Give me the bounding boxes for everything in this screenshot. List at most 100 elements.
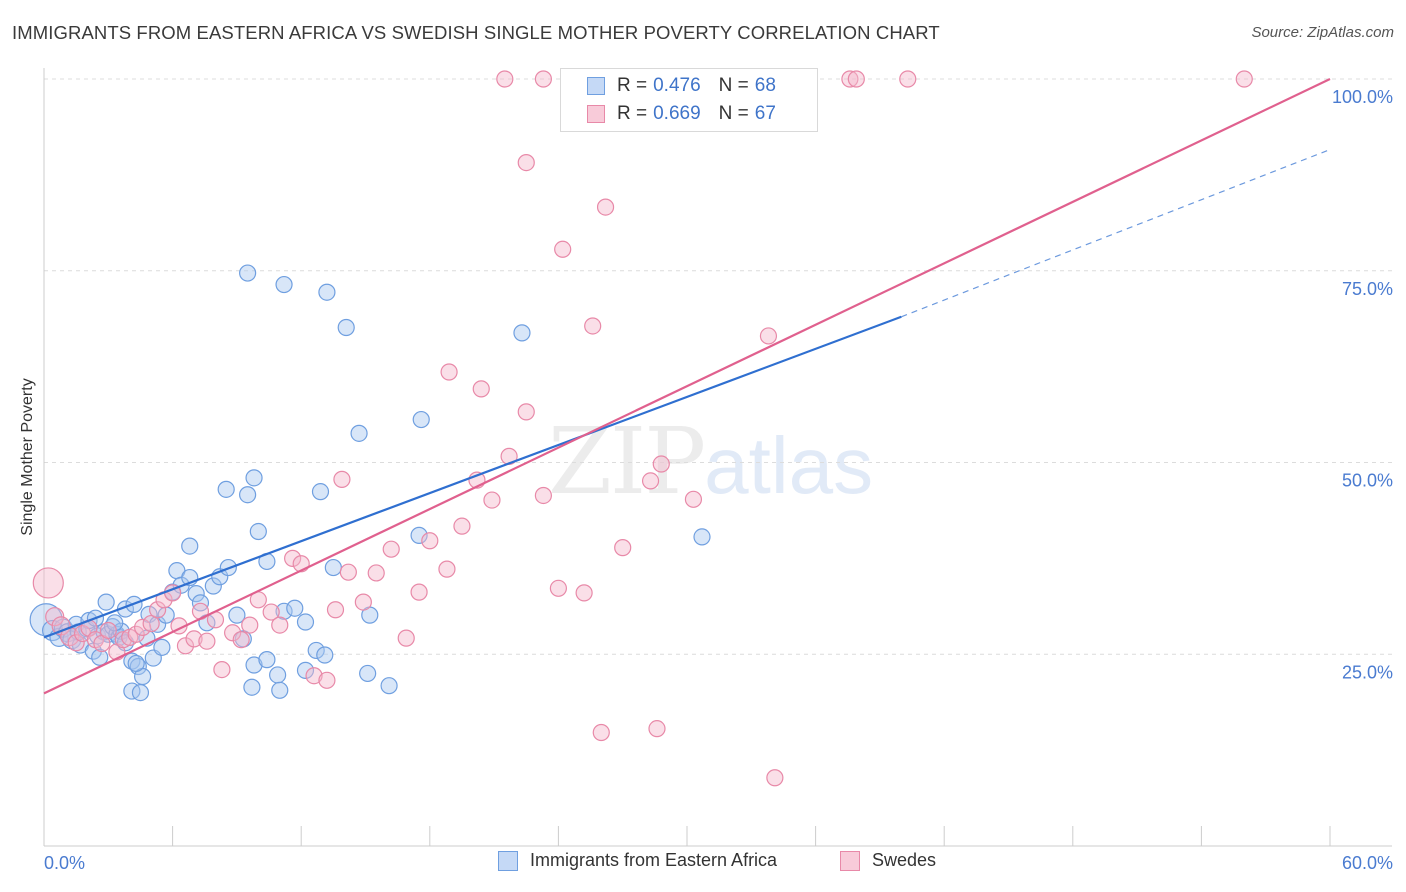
legend-swatch-pink xyxy=(587,105,605,123)
y-tick-label: 25.0% xyxy=(1342,662,1393,682)
data-point xyxy=(286,599,304,617)
data-point xyxy=(262,603,280,621)
data-point xyxy=(311,483,330,501)
data-point xyxy=(841,70,859,88)
data-point xyxy=(91,648,109,666)
grid-lines xyxy=(44,78,1392,655)
series-swedes-points xyxy=(32,70,1253,787)
data-point xyxy=(339,563,357,581)
data-point xyxy=(380,677,398,695)
data-point xyxy=(1235,70,1253,88)
data-point xyxy=(181,537,199,555)
data-point xyxy=(367,564,385,582)
legend-label-immigrants: Immigrants from Eastern Africa xyxy=(530,850,778,870)
data-point xyxy=(148,601,167,619)
data-point xyxy=(249,522,267,541)
data-point xyxy=(129,657,147,676)
data-point xyxy=(131,683,150,702)
data-point xyxy=(496,70,514,88)
data-point xyxy=(410,526,428,544)
data-point xyxy=(275,602,293,620)
trend-line-immigrants-extension xyxy=(901,149,1331,318)
data-point xyxy=(318,283,336,301)
data-point xyxy=(187,585,205,603)
y-tick-label: 100.0% xyxy=(1332,87,1393,107)
data-point xyxy=(584,317,602,335)
axes xyxy=(43,68,1392,847)
data-point xyxy=(271,616,289,634)
data-point xyxy=(575,584,593,602)
legend-r-value: 0.669 xyxy=(653,103,701,124)
legend-row-swedes: R = 0.669 N = 67 xyxy=(587,101,776,127)
data-point xyxy=(517,403,535,421)
data-point xyxy=(275,275,293,294)
data-point xyxy=(316,646,334,664)
data-point xyxy=(326,601,345,619)
data-point xyxy=(217,480,235,498)
data-point xyxy=(176,637,195,655)
data-point xyxy=(693,528,711,546)
data-point xyxy=(239,486,257,504)
data-point xyxy=(67,634,85,652)
source-credit: Source: ZipAtlas.com xyxy=(1251,24,1394,41)
trend-lines xyxy=(43,78,1331,695)
data-point xyxy=(258,651,276,669)
data-point xyxy=(641,472,660,490)
data-point xyxy=(32,567,64,599)
data-point xyxy=(596,198,615,216)
data-point xyxy=(133,618,152,637)
chart-title: IMMIGRANTS FROM EASTERN AFRICA VS SWEDIS… xyxy=(12,22,940,43)
y-tick-label: 50.0% xyxy=(1342,471,1393,491)
legend-r-label: R = xyxy=(617,75,648,96)
data-point xyxy=(245,469,263,487)
data-point xyxy=(204,577,222,595)
data-point xyxy=(592,723,610,742)
data-point xyxy=(333,470,351,488)
y-tick-label: 75.0% xyxy=(1342,279,1393,299)
legend-r-value: 0.476 xyxy=(653,75,701,96)
data-point xyxy=(438,560,456,578)
data-point xyxy=(453,517,471,535)
data-point xyxy=(142,614,160,633)
data-point xyxy=(652,455,670,473)
data-point xyxy=(232,631,250,649)
data-point xyxy=(534,486,552,505)
data-point xyxy=(517,154,535,172)
correlation-legend: R = 0.476 N = 68 R = 0.669 N = 67 xyxy=(560,68,818,132)
data-point xyxy=(318,671,336,689)
legend-label-swedes: Swedes xyxy=(872,850,937,870)
x-tick-label: 60.0% xyxy=(1342,853,1393,873)
data-point xyxy=(648,720,666,738)
data-point xyxy=(239,264,257,282)
data-point xyxy=(153,638,171,656)
data-point xyxy=(412,410,430,429)
data-point xyxy=(296,613,315,631)
legend-row-immigrants: R = 0.476 N = 68 xyxy=(587,73,776,99)
data-point xyxy=(534,70,552,88)
data-point xyxy=(513,324,531,342)
data-point xyxy=(245,656,263,674)
data-point xyxy=(324,558,342,577)
data-point xyxy=(185,630,203,648)
legend-swatch-blue xyxy=(587,77,605,95)
data-point xyxy=(421,532,439,550)
data-point xyxy=(847,70,865,88)
legend-n-label: N = xyxy=(718,75,749,96)
data-point xyxy=(198,632,216,650)
legend-item-swedes: Swedes xyxy=(840,850,936,871)
data-point xyxy=(99,621,117,640)
data-point xyxy=(284,549,302,567)
x-tick-label: 0.0% xyxy=(44,853,85,873)
watermark: ZIPatlas xyxy=(548,408,873,515)
data-point xyxy=(271,681,289,699)
data-point xyxy=(554,240,572,258)
data-point xyxy=(483,491,501,509)
trend-line-immigrants xyxy=(43,315,902,639)
legend-n-value: 68 xyxy=(754,75,776,96)
series-legend: Immigrants from Eastern Africa Swedes xyxy=(0,850,1406,878)
data-point xyxy=(899,70,917,88)
tick-labels: 25.0% 50.0% 75.0% 100.0% 0.0% 60.0% xyxy=(44,87,1393,873)
data-point xyxy=(305,667,323,685)
data-point xyxy=(127,654,145,673)
